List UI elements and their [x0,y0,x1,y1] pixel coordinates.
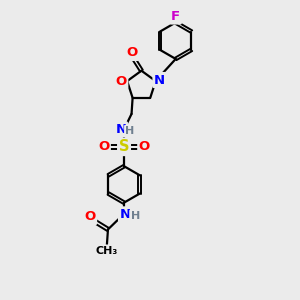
Text: O: O [98,140,109,153]
Text: F: F [171,10,180,23]
Text: N: N [115,123,126,136]
Text: S: S [119,140,129,154]
Text: N: N [154,74,165,86]
Text: H: H [125,126,135,136]
Text: N: N [119,208,131,221]
Text: H: H [130,211,140,221]
Text: O: O [84,211,96,224]
Text: O: O [126,46,137,59]
Text: CH₃: CH₃ [96,246,118,256]
Text: O: O [139,140,150,153]
Text: O: O [116,75,127,88]
